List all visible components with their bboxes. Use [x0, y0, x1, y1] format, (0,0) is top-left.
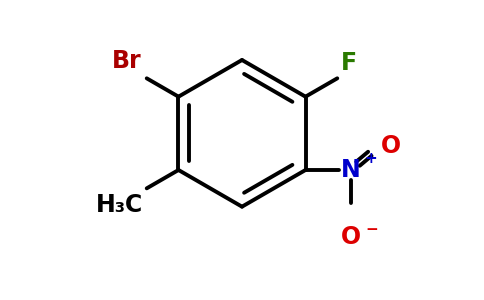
Text: F: F — [341, 51, 357, 75]
Text: −: − — [365, 222, 378, 237]
Text: Br: Br — [112, 49, 142, 73]
Text: O: O — [340, 225, 361, 249]
Text: H₃C: H₃C — [96, 193, 143, 217]
Text: O: O — [380, 134, 401, 158]
Text: +: + — [364, 151, 377, 166]
Text: N: N — [341, 158, 361, 182]
